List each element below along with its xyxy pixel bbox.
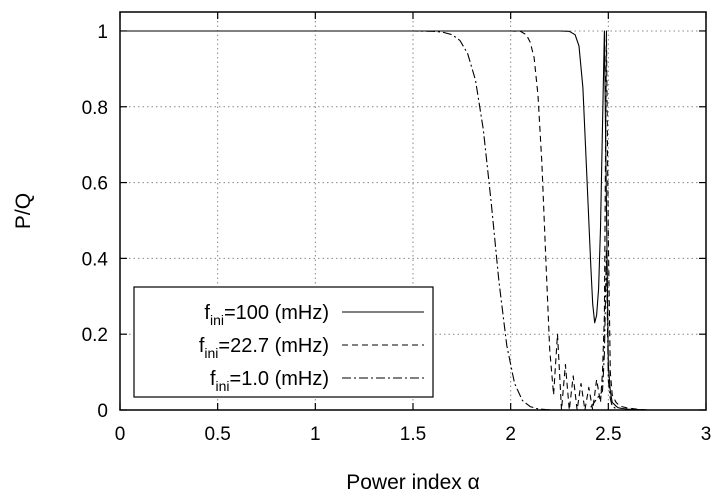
y-tick-label: 0 [97,401,108,422]
x-tick-label: 0.5 [204,424,230,445]
series-line-3 [120,30,648,411]
y-axis-label: P/Q [12,193,35,229]
x-tick-label: 1 [310,424,321,445]
y-tick-label: 0.2 [82,325,108,346]
x-tick-label: 3 [701,424,712,445]
legend-label-1: fini=100 (mHz) [204,302,329,328]
y-tick-label: 0.6 [82,174,108,195]
y-tick-label: 0.4 [82,249,109,270]
legend-box [133,286,434,398]
x-tick-label: 2.5 [595,424,621,445]
y-tick-label: 0.8 [82,98,108,119]
x-tick-label: 1.5 [400,424,426,445]
y-tick-label: 1 [97,22,108,43]
legend-label-2: fini=22.7 (mHz) [199,335,329,361]
series-layer [120,30,648,411]
legend-label-3: fini=1.0 (mHz) [210,368,329,394]
x-tick-label: 0 [115,424,126,445]
legend: fini=100 (mHz) fini=22.7 (mHz) fini=1.0 (m… [133,286,434,398]
x-axis-label: Power index α [346,471,480,494]
ticks-layer: 0 0.5 1 1.5 2 2.5 3 0 0.2 0.4 0.6 0.8 1 [82,12,712,445]
x-tick-label: 2 [505,424,516,445]
series-line-1 [120,30,648,411]
